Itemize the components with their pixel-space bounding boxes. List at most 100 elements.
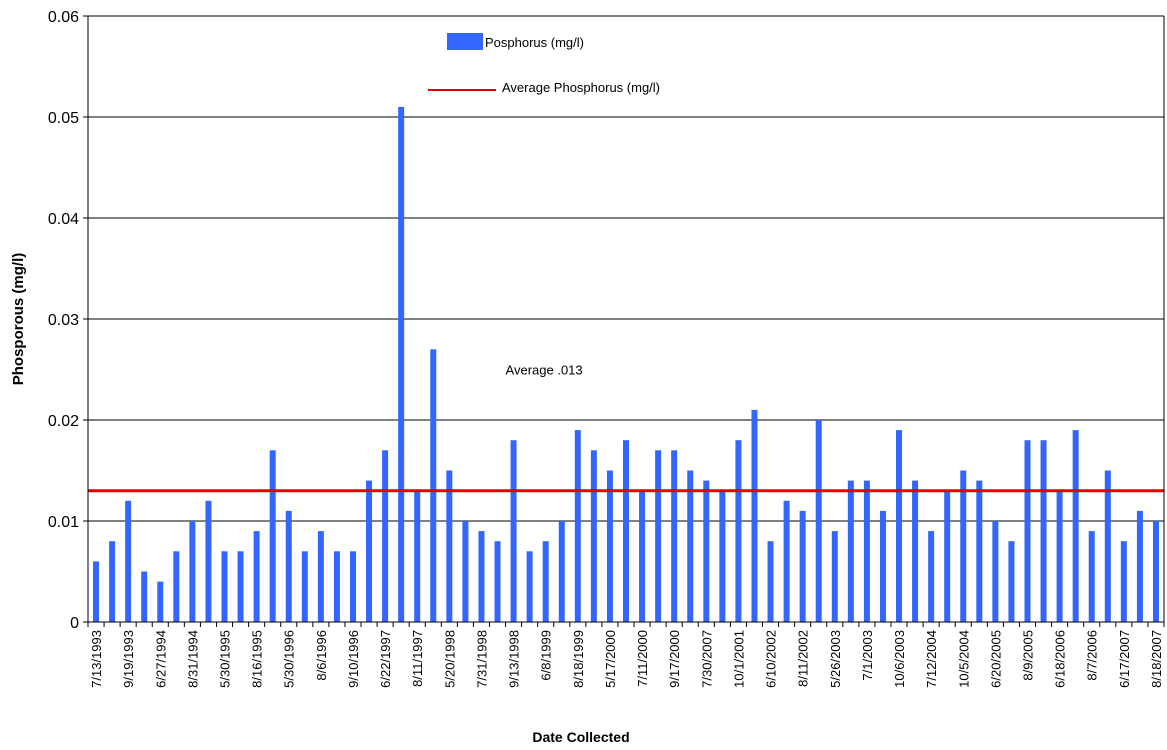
x-tick-label: 8/18/2007 xyxy=(1149,630,1164,688)
bar xyxy=(141,571,148,622)
bar xyxy=(1104,470,1111,622)
bar xyxy=(446,470,453,622)
bar xyxy=(735,440,742,622)
bar xyxy=(799,510,806,622)
y-tick-label: 0 xyxy=(70,615,79,632)
x-tick-label: 6/22/1997 xyxy=(378,630,393,688)
bar xyxy=(976,480,983,622)
bar xyxy=(1136,510,1143,622)
bar xyxy=(109,541,116,622)
bar xyxy=(703,480,710,622)
bar xyxy=(960,470,967,622)
x-tick-label: 9/13/1998 xyxy=(507,630,522,688)
x-tick-label: 10/1/2001 xyxy=(731,630,746,688)
average-annotation: Average .013 xyxy=(506,363,583,378)
bar xyxy=(157,581,164,622)
x-axis-label: Date Collected xyxy=(532,729,629,745)
y-tick-label: 0.02 xyxy=(48,413,79,430)
bar-series xyxy=(93,106,1159,622)
x-tick-label: 5/30/1995 xyxy=(218,630,233,688)
gridlines xyxy=(83,15,1164,623)
legend: Posphorus (mg/l) Average Phosphorus (mg/… xyxy=(428,33,660,95)
bar xyxy=(863,480,870,622)
bar xyxy=(1072,430,1079,622)
bar xyxy=(494,541,501,622)
x-tick-label: 5/20/1998 xyxy=(442,630,457,688)
bar xyxy=(751,409,758,622)
bar xyxy=(125,500,132,622)
x-tick-label: 9/10/1996 xyxy=(346,630,361,688)
x-tick-label: 6/20/2005 xyxy=(988,630,1003,688)
bar xyxy=(1024,440,1031,622)
legend-label-line: Average Phosphorus (mg/l) xyxy=(502,80,660,95)
x-tick-label: 6/27/1994 xyxy=(153,630,168,688)
bar xyxy=(301,551,308,622)
bar xyxy=(317,531,324,622)
bar xyxy=(285,510,292,622)
bar xyxy=(542,541,549,622)
bar xyxy=(237,551,244,622)
bar xyxy=(879,510,886,622)
y-tick-labels: 0 0.01 0.02 0.03 0.04 0.05 0.06 xyxy=(48,9,79,632)
x-tick-label: 8/16/1995 xyxy=(250,630,265,688)
bar xyxy=(1120,541,1127,622)
bar xyxy=(687,470,694,622)
x-tick-label: 10/5/2004 xyxy=(956,630,971,688)
bar xyxy=(639,490,646,622)
bar xyxy=(269,450,276,622)
bar xyxy=(606,470,613,622)
bar xyxy=(398,106,405,622)
bar xyxy=(205,500,212,622)
x-tick-label: 7/1/2003 xyxy=(860,630,875,681)
bar xyxy=(526,551,533,622)
bar xyxy=(574,430,581,622)
bar xyxy=(478,531,485,622)
x-tick-label: 8/6/1996 xyxy=(314,630,329,681)
bar xyxy=(366,480,373,622)
bar xyxy=(623,440,629,622)
bar xyxy=(1152,521,1159,622)
bar xyxy=(719,490,726,622)
bar xyxy=(462,521,469,622)
y-tick-label: 0.05 xyxy=(48,110,79,127)
bar xyxy=(173,551,180,622)
x-tick-label: 6/18/2006 xyxy=(1053,630,1068,688)
bar xyxy=(655,450,662,622)
x-tick-labels: 7/13/1993 9/19/1993 6/27/1994 8/31/1994 5/30… xyxy=(89,630,1164,688)
legend-swatch-bar xyxy=(447,33,483,50)
axes xyxy=(87,16,1165,627)
x-tick-label: 5/17/2000 xyxy=(603,630,618,688)
bar xyxy=(558,521,565,622)
x-tick-label: 9/17/2000 xyxy=(667,630,682,688)
y-tick-label: 0.03 xyxy=(48,312,79,329)
bar xyxy=(590,450,597,622)
x-tick-label: 6/10/2002 xyxy=(764,630,779,688)
bar xyxy=(382,450,389,622)
bar xyxy=(349,551,356,622)
bar xyxy=(912,480,919,622)
x-tick-label: 6/17/2007 xyxy=(1117,630,1132,688)
bar xyxy=(992,521,999,622)
x-tick-label: 8/18/1999 xyxy=(571,630,586,688)
x-tick-label: 7/12/2004 xyxy=(924,630,939,688)
bar xyxy=(944,490,951,622)
bar xyxy=(189,521,196,622)
x-tick-label: 5/30/1996 xyxy=(282,630,297,688)
y-tick-label: 0.01 xyxy=(48,514,79,531)
y-tick-label: 0.06 xyxy=(48,9,79,26)
x-tick-label: 8/11/1997 xyxy=(410,630,425,687)
x-tick-label: 8/9/2005 xyxy=(1020,630,1035,681)
bar xyxy=(831,531,838,622)
bar xyxy=(1040,440,1047,622)
bar xyxy=(928,531,935,622)
x-tick-label: 9/19/1993 xyxy=(121,630,136,688)
x-tick-label: 7/11/2000 xyxy=(635,630,650,687)
x-tick-label: 8/31/1994 xyxy=(185,630,200,688)
y-axis-label: Phosporous (mg/l) xyxy=(10,253,27,386)
bar xyxy=(253,531,260,622)
bar xyxy=(847,480,854,622)
x-tick-label: 7/30/2007 xyxy=(699,630,714,688)
bar xyxy=(1088,531,1095,622)
bar xyxy=(1056,490,1063,622)
